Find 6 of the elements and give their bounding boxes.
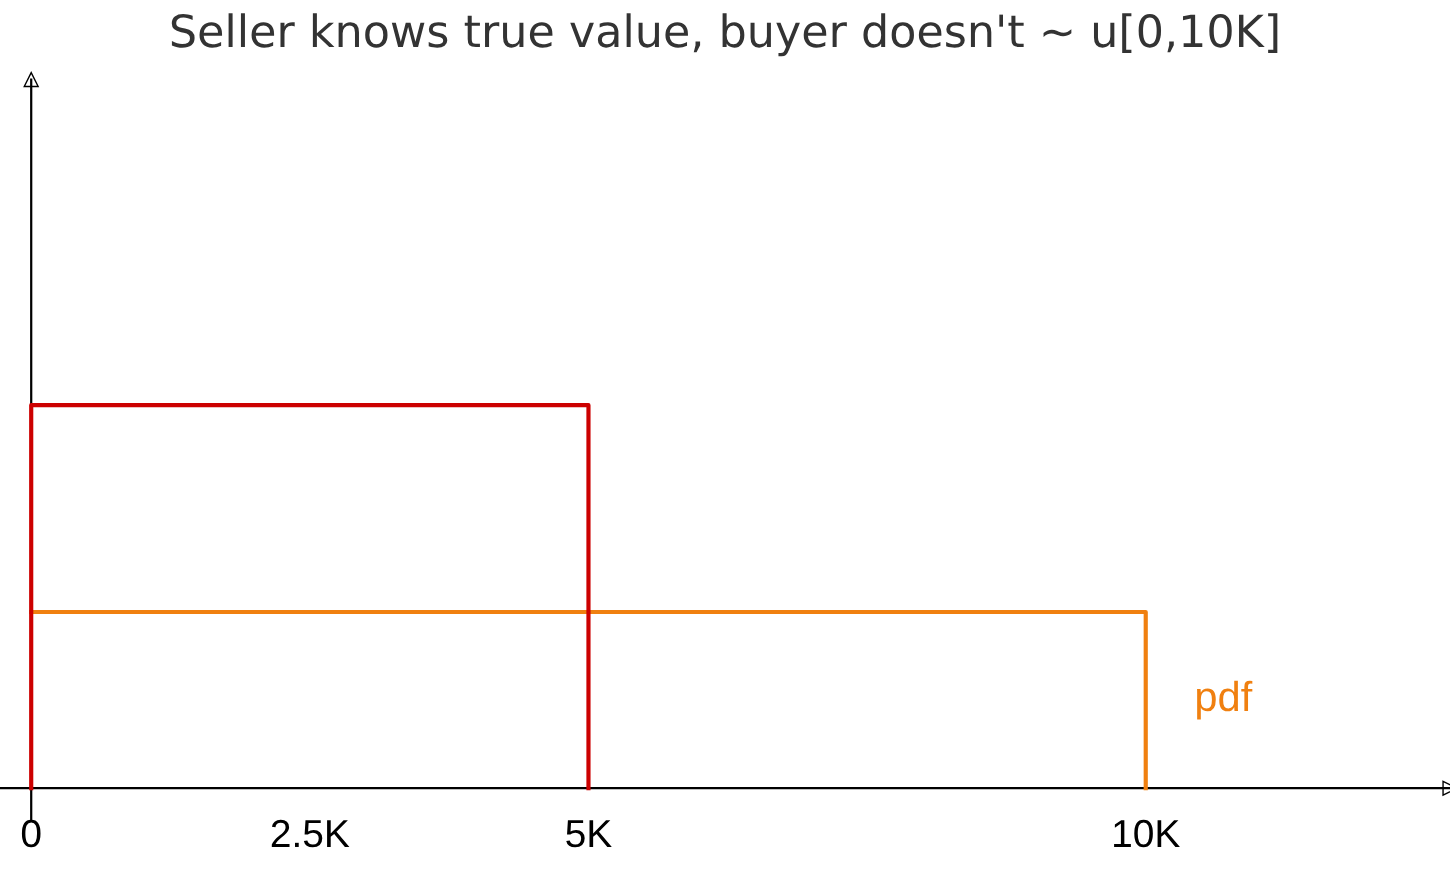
x-tick-label: 0 [21,819,41,848]
x-tick-label: 2.5K [271,819,350,848]
x-tick-label: 5K [566,820,612,848]
chart-title: Seller knows true value, buyer doesn't ~ u[0,10K] [171,13,1278,57]
x-tick-label: 10K [1114,819,1180,848]
series-label: pdf [1197,680,1253,720]
